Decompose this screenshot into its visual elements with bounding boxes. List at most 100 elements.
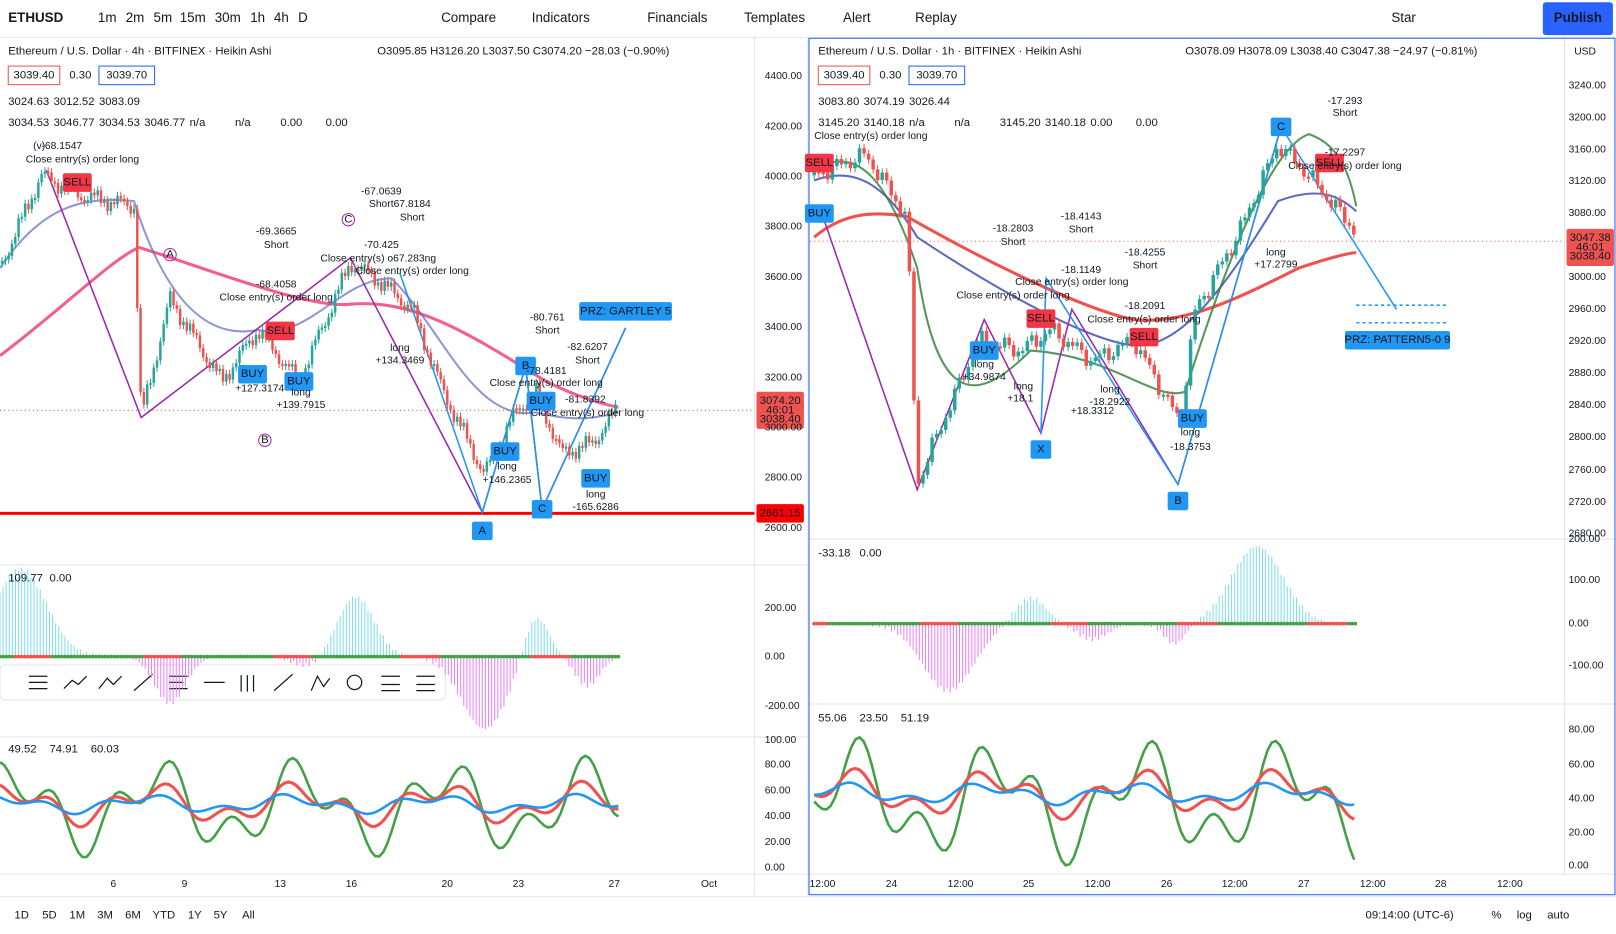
- zero-dot: [1090, 621, 1095, 626]
- interval-button[interactable]: 1h: [250, 10, 265, 25]
- candle: [966, 366, 971, 380]
- interval-button[interactable]: 5m: [154, 10, 173, 25]
- interval-button[interactable]: 4h: [274, 10, 289, 25]
- toolbar-button[interactable]: Replay: [915, 10, 957, 25]
- zero-dot: [131, 654, 135, 659]
- zero-dot: [359, 654, 364, 659]
- zero-dot: [1232, 621, 1237, 626]
- candle: [99, 190, 103, 204]
- range-button[interactable]: All: [242, 909, 255, 921]
- indicator-value: 3046.77: [54, 117, 95, 129]
- zero-dot: [1149, 621, 1154, 626]
- indicator-value: 3034.53: [99, 117, 140, 129]
- zero-dot: [1143, 621, 1147, 626]
- zero-dot: [936, 621, 940, 626]
- candle: [96, 190, 99, 196]
- scale-option[interactable]: %: [1491, 909, 1501, 921]
- candle: [399, 298, 403, 306]
- publish-button[interactable]: Publish: [1554, 10, 1602, 25]
- annotation: long: [390, 343, 410, 354]
- zero-dot: [223, 654, 228, 659]
- indicator-value: 0.00: [1090, 117, 1112, 129]
- candle: [221, 368, 225, 382]
- zero-dot: [217, 654, 222, 659]
- zero-dot: [81, 654, 86, 659]
- candle: [554, 438, 558, 441]
- zero-dot: [307, 654, 312, 659]
- interval-button[interactable]: 15m: [180, 10, 206, 25]
- range-button[interactable]: 1Y: [188, 909, 202, 921]
- candle: [1034, 335, 1039, 347]
- price-tag: 46:01: [766, 404, 794, 416]
- annotation: long: [1100, 384, 1120, 395]
- range-button[interactable]: 1M: [69, 909, 85, 921]
- scale-option[interactable]: auto: [1547, 909, 1569, 921]
- zero-dot: [901, 621, 906, 626]
- axis-label: 200.00: [765, 603, 797, 614]
- range-button[interactable]: 5D: [42, 909, 56, 921]
- indicator-value: n/a: [235, 117, 251, 129]
- zero-dot: [149, 654, 154, 659]
- zero-dot: [254, 654, 259, 659]
- zero-dot: [818, 621, 823, 626]
- range-button[interactable]: 6M: [125, 909, 141, 921]
- candle: [1030, 335, 1034, 341]
- zero-dot: [434, 654, 438, 659]
- price-tag: 3038.40: [760, 414, 801, 426]
- candle: [320, 327, 324, 330]
- level-tag: 2661.15: [760, 507, 801, 519]
- zero-dot: [1347, 621, 1351, 626]
- candle: [248, 340, 251, 344]
- candle: [1057, 323, 1061, 339]
- candle: [1043, 334, 1048, 341]
- zero-dot: [985, 621, 990, 626]
- axis-label: 2600.00: [765, 523, 802, 534]
- zero-dot: [1288, 621, 1293, 626]
- interval-button[interactable]: D: [298, 10, 308, 25]
- zero-dot: [189, 654, 194, 659]
- candle: [1184, 385, 1188, 419]
- zero-dot: [526, 654, 531, 659]
- symbol[interactable]: ETHUSD: [8, 10, 63, 25]
- interval-button[interactable]: 2m: [126, 10, 145, 25]
- toolbar-button[interactable]: Alert: [843, 10, 871, 25]
- pattern-point-bg: [515, 356, 536, 376]
- interval-button[interactable]: 30m: [215, 10, 241, 25]
- zero-dot: [44, 654, 49, 659]
- currency-button[interactable]: USD: [1574, 46, 1596, 57]
- range-button[interactable]: 3M: [97, 909, 113, 921]
- candle: [89, 192, 93, 201]
- axis-label: 2880.00: [1569, 368, 1606, 379]
- range-button[interactable]: 1D: [14, 909, 28, 921]
- interval-button[interactable]: 1m: [98, 10, 117, 25]
- zero-dot: [505, 654, 509, 659]
- candle: [984, 330, 989, 345]
- signal-label-bg: [490, 442, 520, 461]
- zero-dot: [421, 654, 426, 659]
- candle: [1002, 337, 1007, 348]
- toolbar-button[interactable]: Templates: [744, 10, 805, 25]
- zero-dot: [1297, 621, 1302, 626]
- candle: [912, 271, 916, 401]
- zero-dot: [1130, 621, 1135, 626]
- range-button[interactable]: YTD: [153, 909, 176, 921]
- toolbar-button[interactable]: Compare: [441, 10, 496, 25]
- candle: [561, 443, 564, 449]
- zero-dot: [1019, 621, 1024, 626]
- candle: [1333, 199, 1338, 208]
- toolbar-button[interactable]: Financials: [647, 10, 708, 25]
- toolbar-button[interactable]: Indicators: [532, 10, 590, 25]
- zero-dot: [997, 621, 1002, 626]
- scale-option[interactable]: log: [1517, 909, 1532, 921]
- candle: [211, 363, 215, 368]
- zero-dot: [461, 654, 466, 659]
- candle: [1089, 361, 1093, 366]
- annotation: long: [586, 490, 606, 501]
- candle: [175, 305, 179, 309]
- zero-dot: [1279, 621, 1283, 626]
- indicator-value: 3145.20: [818, 117, 859, 129]
- star-button[interactable]: Star: [1391, 10, 1416, 25]
- zero-dot: [1050, 621, 1055, 626]
- range-button[interactable]: 5Y: [214, 909, 228, 921]
